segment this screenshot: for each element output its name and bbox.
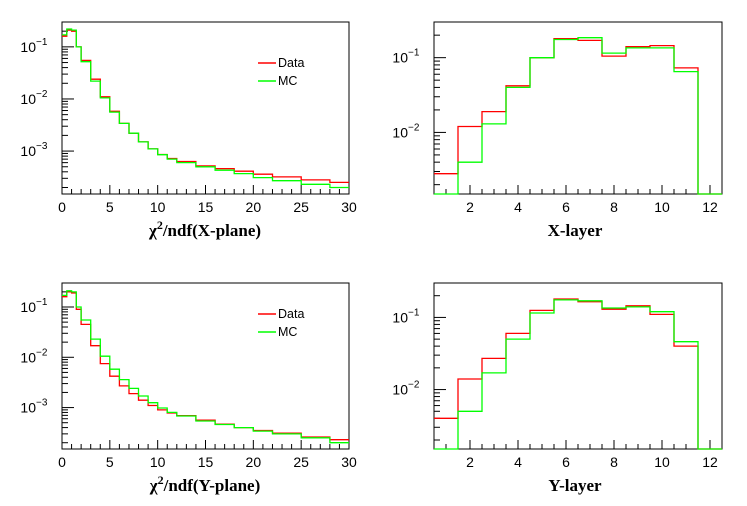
y-tick-exponent: −3 [36, 141, 48, 152]
series-data [434, 298, 722, 450]
x-tick-label: 4 [514, 454, 522, 470]
x-tick-label: 2 [466, 199, 474, 215]
legend-label-data: Data [278, 307, 304, 321]
y-tick-label: 10 [392, 382, 408, 398]
y-tick-exponent: −1 [36, 37, 48, 48]
x-tick-label: 15 [198, 454, 214, 470]
plot-frame [433, 282, 723, 450]
y-tick-label: 10 [20, 39, 36, 55]
x-tick-label: 0 [58, 199, 66, 215]
series-mc [434, 37, 722, 195]
x-tick-label: 5 [106, 454, 114, 470]
y-tick-exponent: −1 [36, 297, 48, 308]
y-tick-exponent: −2 [36, 89, 48, 100]
series-mc [62, 290, 349, 444]
y-tick-label: 10 [392, 124, 408, 140]
x-tick-label: 10 [150, 454, 166, 470]
x-axis-title: Y-layer [548, 476, 602, 495]
legend: Data MC [258, 307, 304, 339]
series-mc [434, 299, 722, 450]
y-tick-label: 10 [392, 50, 408, 66]
x-tick-label: 15 [198, 199, 214, 215]
x-tick-label: 10 [654, 199, 670, 215]
x-tick-label: 4 [514, 199, 522, 215]
y-tick-label: 10 [20, 91, 36, 107]
x-tick-label: 12 [702, 199, 718, 215]
plot-frame [433, 21, 723, 195]
plot-frame [61, 21, 350, 195]
y-tick-label: 10 [20, 400, 36, 416]
y-tick-label: 10 [20, 143, 36, 159]
x-tick-label: 8 [610, 454, 618, 470]
y-tick-label: 10 [392, 309, 408, 325]
x-tick-label: 20 [246, 454, 262, 470]
x-tick-label: 0 [58, 454, 66, 470]
x-tick-label: 25 [293, 454, 309, 470]
x-tick-label: 5 [106, 199, 114, 215]
plot-frame [61, 282, 350, 450]
x-axis-title: X-layer [548, 221, 603, 240]
x-tick-label: 25 [293, 199, 309, 215]
x-tick-label: 10 [654, 454, 670, 470]
series-data [62, 29, 349, 184]
x-tick-label: 2 [466, 454, 474, 470]
x-tick-label: 20 [246, 199, 262, 215]
series-data [434, 37, 722, 195]
legend-label-data: Data [278, 56, 304, 70]
y-tick-label: 10 [20, 299, 36, 315]
x-tick-label: 6 [562, 199, 570, 215]
y-tick-exponent: −2 [36, 347, 48, 358]
y-tick-exponent: −1 [408, 48, 420, 59]
legend: Data MC [258, 56, 304, 88]
legend-label-mc: MC [278, 74, 297, 88]
y-tick-exponent: −2 [408, 380, 420, 391]
legend-label-mc: MC [278, 325, 297, 339]
x-tick-label: 6 [562, 454, 570, 470]
series-mc [62, 28, 349, 189]
x-tick-label: 8 [610, 199, 618, 215]
y-tick-exponent: −1 [408, 307, 420, 318]
y-tick-exponent: −3 [36, 398, 48, 409]
x-axis-title: χ2/ndf(X-plane) [148, 218, 261, 240]
series-data [62, 291, 349, 441]
x-axis-title: χ2/ndf(Y-plane) [149, 473, 261, 495]
y-tick-exponent: −2 [408, 122, 420, 133]
x-tick-label: 30 [341, 199, 357, 215]
y-tick-label: 10 [20, 349, 36, 365]
x-tick-label: 12 [702, 454, 718, 470]
x-tick-label: 30 [341, 454, 357, 470]
x-tick-label: 10 [150, 199, 166, 215]
